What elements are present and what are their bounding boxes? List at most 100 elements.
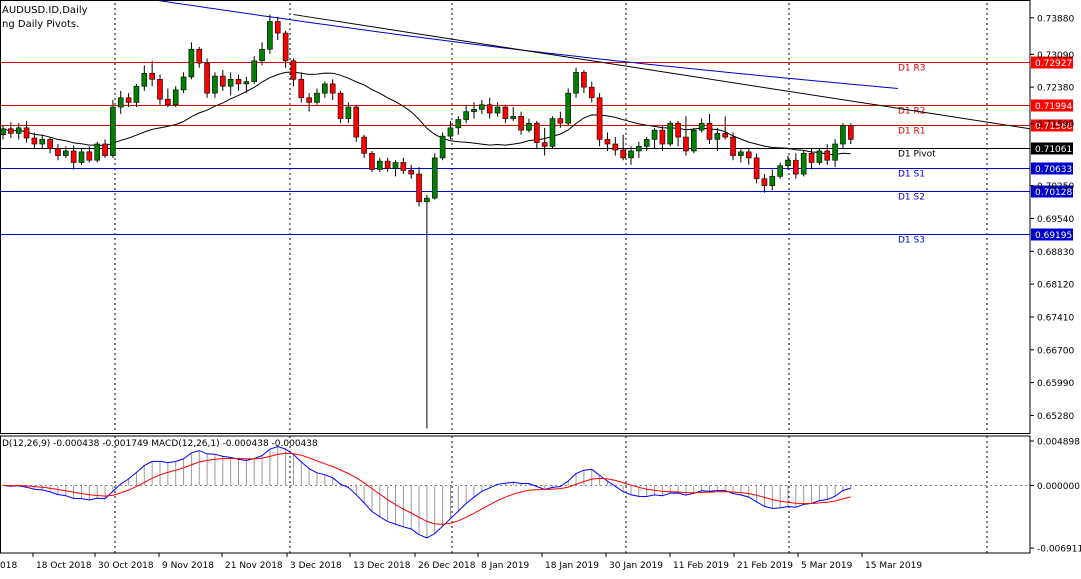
bear-candle [534,123,539,142]
bull-candle [526,123,531,130]
bear-candle [8,129,13,134]
bear-candle [220,76,225,86]
bear-candle [621,150,626,158]
bear-candle [409,170,414,174]
bull-candle [472,109,477,111]
bear-candle [683,137,688,151]
symbol-title: AUDUSD.ID,Daily [2,5,88,16]
macd-y-tick-label: -0.006911 [1037,545,1081,555]
x-tick-label: 9 Nov 2018 [162,561,214,571]
bull-candle [840,126,845,144]
bull-candle [424,198,429,202]
bear-candle [283,33,288,61]
bull-candle [440,136,445,158]
bear-candle [354,107,359,137]
x-tick-label: 13 Dec 2018 [353,561,411,571]
grid-lines [115,3,987,553]
x-tick-label: 18 Jan 2019 [545,561,599,571]
bear-candle [581,72,586,87]
pivot-level-name: D1 S3 [898,236,925,246]
bear-candle [338,93,343,118]
bear-candle [825,151,830,160]
bear-candle [165,99,170,105]
bull-candle [699,123,704,130]
bull-candle [464,112,469,120]
bull-candle [142,73,147,86]
y-tick-label: 0.65990 [1037,379,1074,389]
bear-candle [205,63,210,93]
price-tag-label: 0.70633 [1035,165,1072,175]
bull-candle [79,152,84,163]
bull-candle [479,105,484,110]
bear-candle [746,152,751,158]
bull-candle [644,139,649,146]
bear-candle [660,130,665,144]
bull-candle [636,146,641,151]
bear-candle [71,151,76,163]
bear-candle [589,87,594,98]
bull-candle [393,163,398,169]
bear-candle [236,79,241,84]
macd-label: D(12,26,9) -0.000438 -0.001749 MACD(12,2… [2,439,318,449]
bull-candle [16,128,21,134]
bull-candle [260,49,265,61]
bear-candle [362,137,367,153]
bear-candle [762,179,767,186]
bull-candle [110,107,115,156]
bull-candle [550,119,555,147]
bull-candle [173,90,178,105]
bull-candle [652,130,657,139]
bull-candle [574,72,579,93]
bear-candle [126,98,131,103]
y-tick-label: 0.70250 [1037,182,1074,192]
y-tick-label: 0.73090 [1037,51,1074,61]
y-tick-label: 0.72380 [1037,84,1074,94]
bull-candle [456,120,461,128]
pivot-level-name: D1 R1 [898,127,926,137]
bear-candle [519,116,524,130]
bear-candle [558,119,563,124]
bear-candle [487,105,492,113]
bear-candle [707,123,712,139]
bull-candle [1,129,6,135]
moving-average-lines [3,0,1030,155]
bull-candle [511,116,516,118]
bear-candle [676,123,681,137]
bear-candle [103,144,108,156]
bull-candle [346,107,351,119]
bull-candle [817,151,822,163]
bear-candle [417,174,422,202]
y-tick-label: 0.69540 [1037,215,1074,225]
price-tag-label: 0.71061 [1035,145,1072,155]
bull-candle [833,144,838,160]
bull-candle [189,49,194,77]
bull-candle [252,61,257,82]
bear-candle [754,158,759,179]
bear-candle [330,84,335,93]
bear-candle [87,152,92,160]
x-tick-label: 21 Nov 2018 [225,561,283,571]
x-tick-label: 8 Jan 2019 [481,561,529,571]
bull-candle [40,139,45,144]
x-tick-label: 30 Jan 2019 [609,561,663,571]
bull-candle [738,152,743,156]
bear-candle [542,143,547,147]
ma-line [3,72,851,155]
bull-candle [212,76,217,93]
bull-candle [432,158,437,198]
x-tick-label: 5 Mar 2019 [801,561,853,571]
bull-candle [63,151,68,156]
y-tick-label: 0.68830 [1037,248,1074,258]
bull-candle [566,93,571,123]
bull-candle [629,151,634,158]
pivot-level-name: D1 S1 [898,170,925,180]
y-tick-label: 0.66700 [1037,346,1074,356]
bear-candle [299,79,304,97]
x-tick-label: 26 Dec 2018 [418,561,476,571]
x-tick-label: 15 Mar 2019 [865,561,922,571]
macd-y-tick-label: 0.000000 [1037,482,1080,492]
bear-candle [731,137,736,155]
indicator-label: ng Daily Pivots. [2,19,79,30]
